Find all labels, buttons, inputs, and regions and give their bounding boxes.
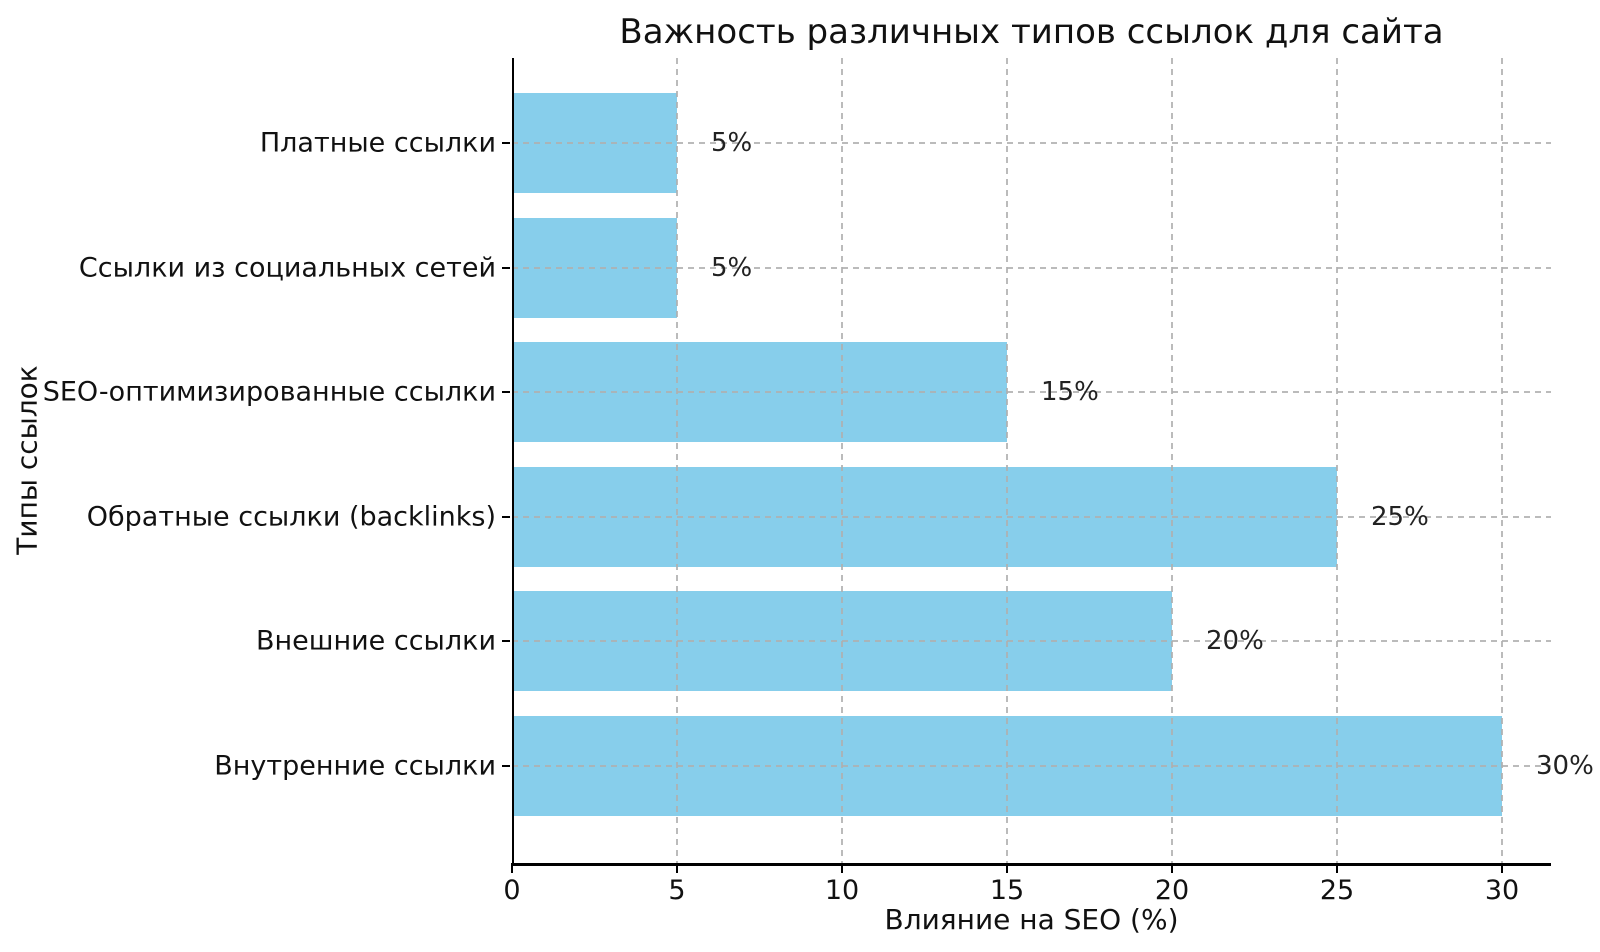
h-gridline (512, 142, 1551, 144)
x-tick-mark (1336, 865, 1338, 873)
x-tick-mark (676, 865, 678, 873)
h-gridline (512, 515, 1551, 518)
v-gridline (1336, 58, 1338, 863)
v-gridline (676, 58, 678, 863)
category-label: Платные ссылки (259, 127, 496, 159)
value-label: 5% (711, 252, 753, 283)
h-gridline (512, 266, 1551, 269)
category-label: SEO-оптимизированные ссылки (42, 376, 496, 408)
h-gridline (512, 391, 1551, 394)
x-tick-mark (1006, 865, 1008, 873)
x-tick-mark (1171, 865, 1173, 873)
value-label: 15% (1041, 377, 1099, 408)
x-tick-label: 10 (824, 875, 860, 906)
x-tick-mark (841, 865, 843, 873)
h-gridline (512, 640, 1551, 643)
v-gridline (841, 58, 843, 863)
h-gridline (512, 765, 1551, 767)
x-tick-label: 30 (1484, 875, 1520, 906)
plot-area: 0 5 10 15 20 25 30 Платные ссылки 5% Ссылки из со… (43, 58, 1594, 906)
y-tick-mark (502, 142, 510, 144)
y-tick-mark (502, 640, 510, 643)
x-tick-label: 25 (1319, 875, 1355, 906)
value-label: 25% (1371, 501, 1429, 532)
value-label: 5% (711, 128, 753, 158)
value-label: 20% (1206, 626, 1264, 657)
y-axis-spine (512, 58, 514, 863)
x-tick-label: 5 (668, 875, 686, 906)
category-label: Внешние ссылки (255, 625, 496, 657)
x-tick-label: 20 (1154, 875, 1190, 906)
x-axis-label: Влияние на SEO (%) (884, 903, 1179, 936)
x-tick-mark (1501, 865, 1503, 873)
y-tick-mark (502, 765, 510, 767)
x-axis-spine (511, 863, 1551, 866)
v-gridline (1501, 58, 1503, 863)
x-tick-label: 0 (503, 875, 521, 906)
y-axis-label: Типы ссылок (10, 365, 44, 555)
category-label: Обратные ссылки (backlinks) (86, 501, 496, 533)
y-tick-mark (502, 266, 510, 269)
y-tick-mark (502, 515, 510, 518)
category-label: Ссылки из социальных сетей (78, 252, 496, 284)
x-tick-mark (511, 865, 513, 873)
y-tick-mark (502, 391, 510, 394)
category-label: Внутренние ссылки (214, 750, 496, 782)
x-tick-label: 15 (989, 875, 1025, 906)
chart-title: Важность различных типов ссылок для сайт… (619, 12, 1444, 52)
v-gridline (1006, 58, 1008, 863)
value-label: 30% (1536, 751, 1594, 781)
v-gridline (1171, 58, 1173, 863)
